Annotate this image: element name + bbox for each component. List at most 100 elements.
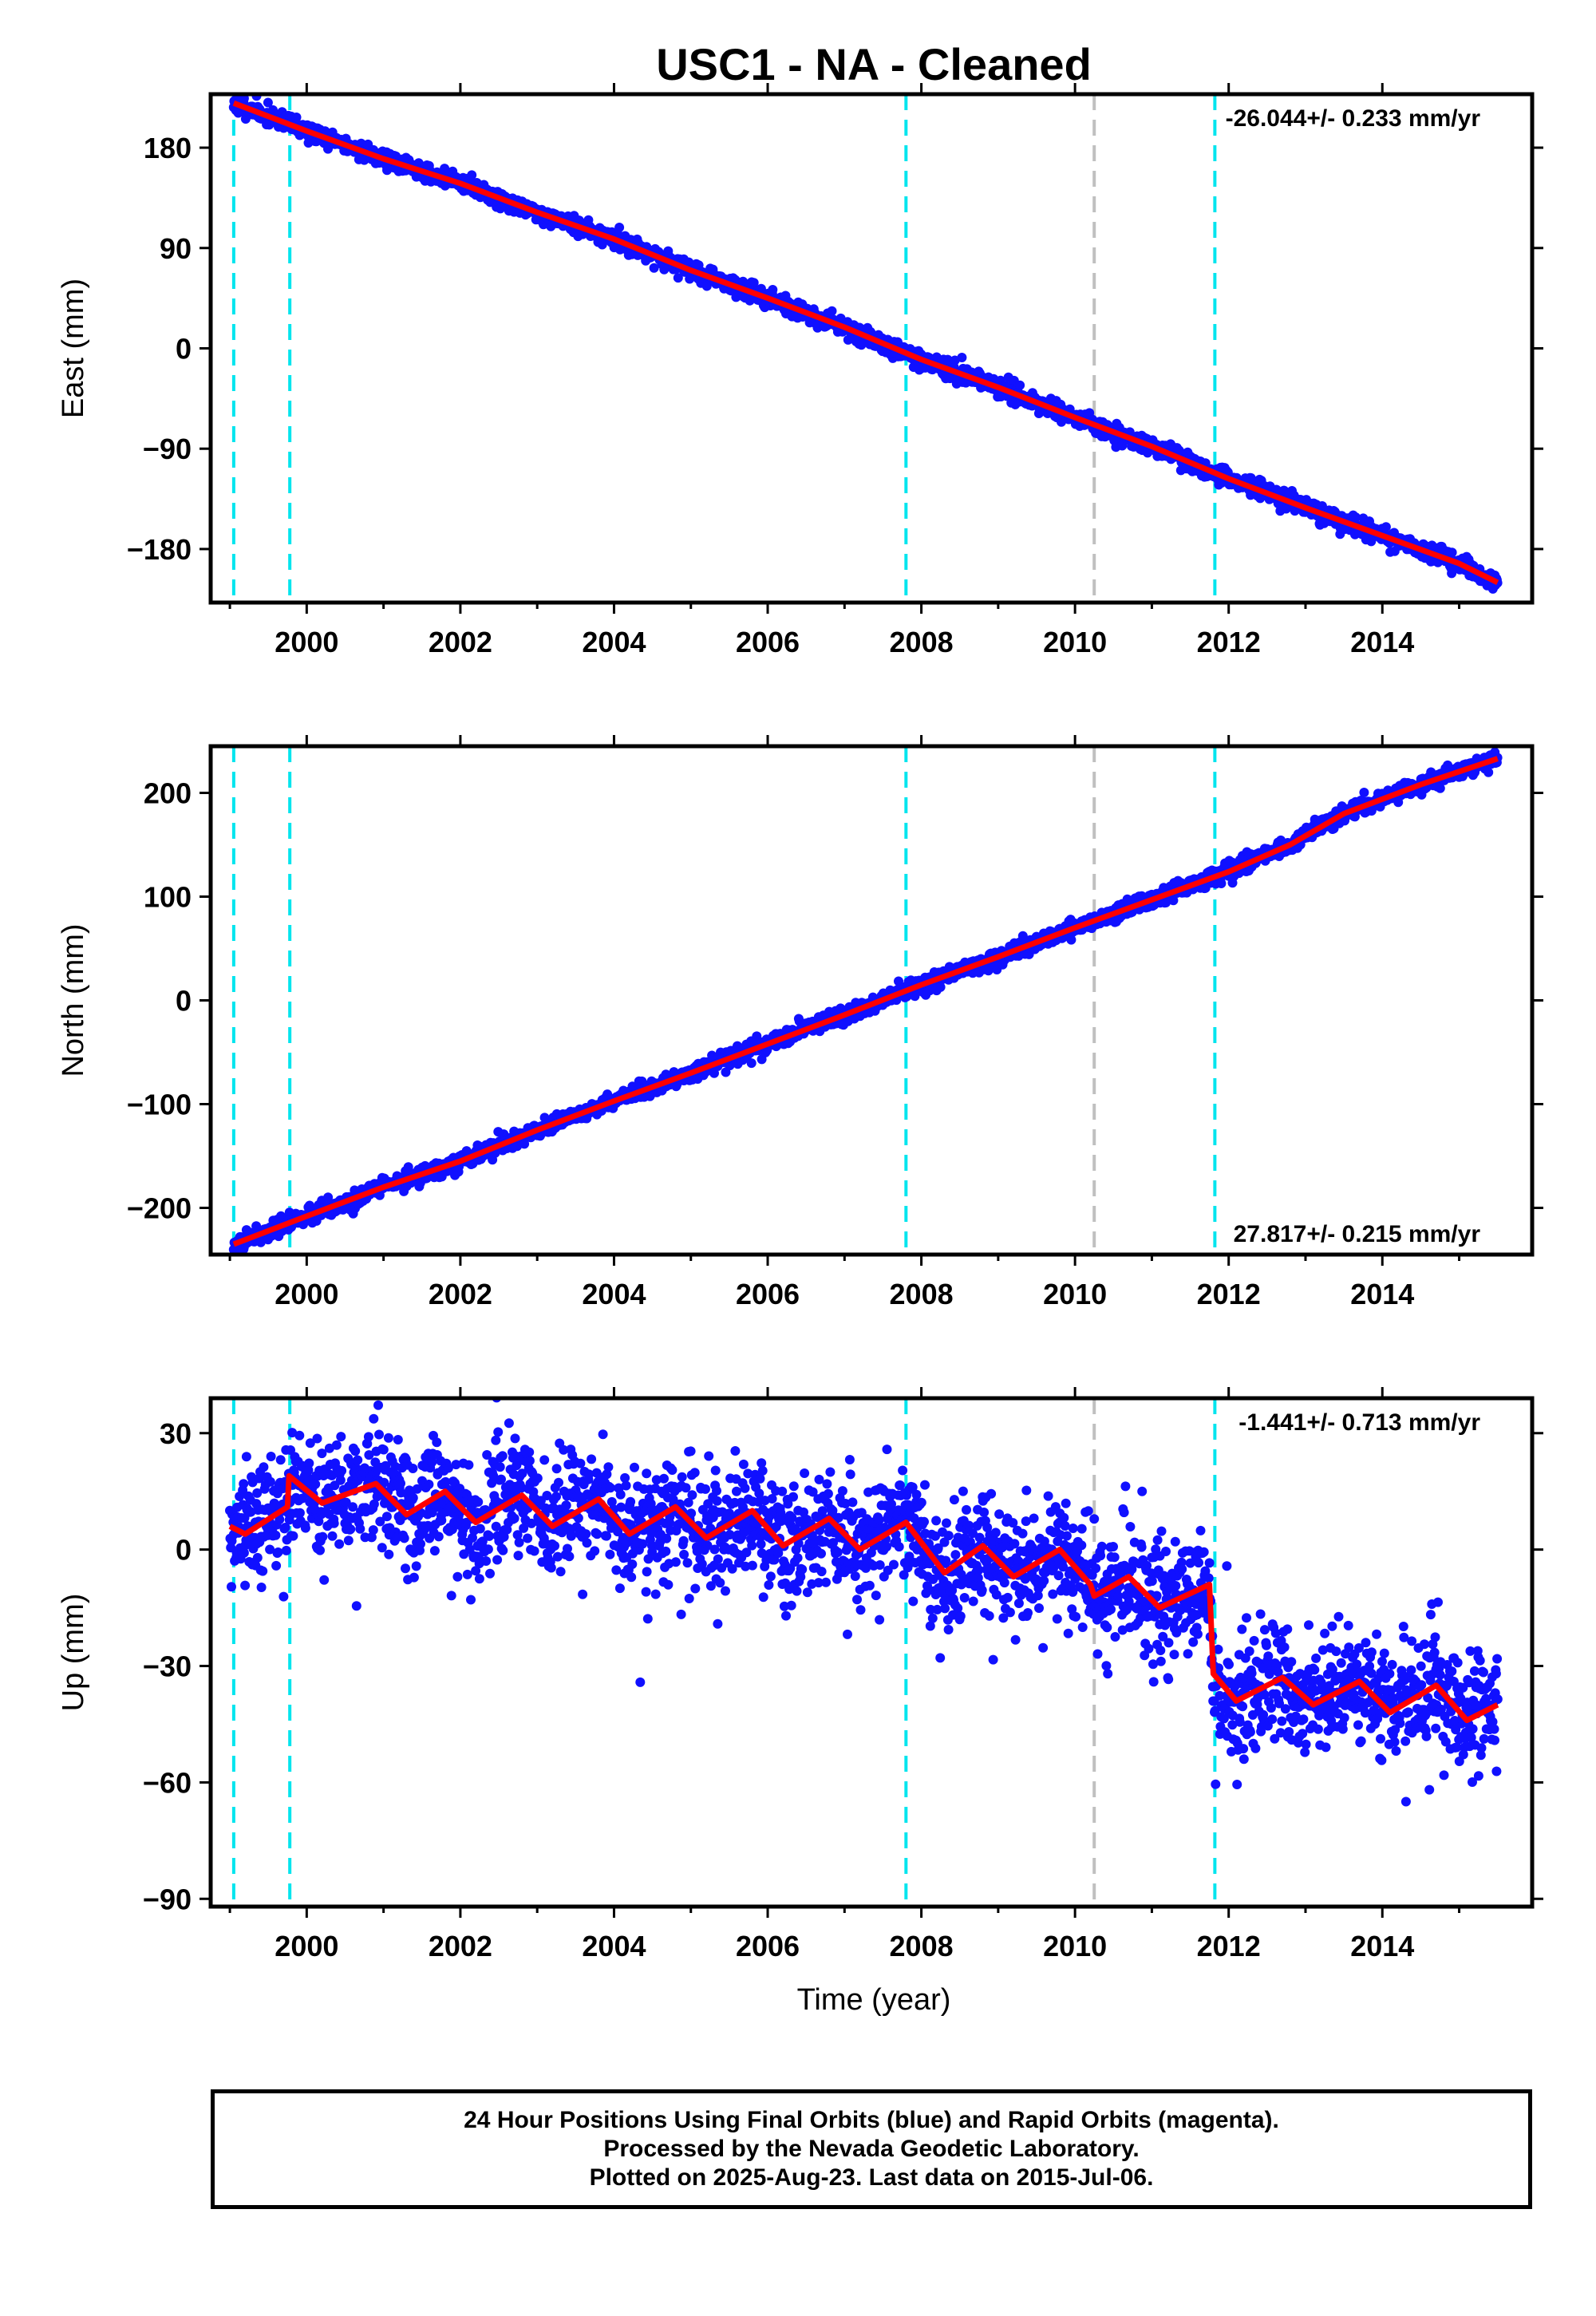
data-point [1435,783,1445,793]
data-point [326,1470,337,1480]
data-point [649,263,659,273]
data-point [343,1535,354,1546]
x-tick-label: 2008 [890,626,954,658]
y-tick-label: 100 [144,881,192,914]
x-tick-label: 2010 [1043,626,1107,658]
data-point [749,278,759,288]
data-point [331,1440,342,1450]
data-point [263,97,273,108]
model-fit-line [232,756,1499,1247]
data-point [752,1031,762,1041]
data-point [324,1443,334,1453]
data-point [519,1139,530,1149]
data-point [1168,895,1179,906]
data-point [281,1545,291,1555]
data-point [1216,879,1227,888]
x-tick-label: 2014 [1350,626,1414,658]
data-point [437,1516,447,1526]
chart-title: USC1 - NA - Cleaned [656,39,1092,89]
data-point [412,1484,422,1494]
data-point [350,1446,361,1456]
x-tick-label: 2008 [890,1278,954,1310]
y-tick-label: 0 [176,333,192,366]
data-point [271,1560,282,1571]
panel-north: 2000 2002 2004 2006 2008 2010 2012 20142001000−… [57,735,1543,1310]
data-point [894,976,903,986]
data-point [403,1162,413,1172]
y-tick-label: −100 [127,1089,192,1121]
data-point [256,1583,267,1592]
data-point [416,1539,425,1549]
data-point [1483,767,1494,777]
data-point [369,1499,379,1509]
data-point [393,1435,403,1445]
y-tick-label: 0 [176,985,192,1018]
x-tick-label: 2012 [1197,1278,1261,1310]
data-point [957,353,967,362]
event-markers [231,1398,1217,1907]
data-point [280,1523,290,1532]
data-point [451,1460,461,1470]
model-fit-line [232,100,1499,586]
data-point [252,1488,263,1498]
x-tick-label: 2004 [582,626,646,658]
data-point [1359,788,1369,797]
data-point [287,1428,298,1438]
data-point [337,1465,347,1476]
data-point [433,1531,444,1542]
data-point [373,1400,383,1410]
data-point [240,1580,251,1591]
data-point [935,982,946,992]
data-point [294,1430,305,1441]
data-point [401,1563,410,1574]
data-point [353,1455,363,1465]
data-point [374,1429,384,1440]
data-point [381,1512,392,1522]
y-axis-title: North (mm) [57,923,90,1077]
data-point [265,1476,275,1487]
data-point [1447,547,1457,558]
data-point [317,1448,327,1459]
panel-up: 2000 2002 2004 2006 2008 2010 2012 2014300−30−6… [57,1387,1543,1962]
data-point [336,1432,346,1442]
y-axis-title: East (mm) [57,279,90,418]
x-tick-label: 2002 [429,1278,492,1310]
data-point [294,1508,305,1518]
data-point [252,1552,263,1563]
data-point [227,1582,236,1592]
data-point [303,1465,314,1476]
data-point [423,1520,433,1531]
data-point [399,1533,409,1543]
data-point [241,1452,251,1462]
data-point [279,1591,289,1602]
x-tick-label: 2000 [275,1278,338,1310]
data-point [288,1531,298,1541]
data-point [375,1516,385,1527]
y-tick-label: −90 [143,433,192,465]
data-point [614,223,625,232]
data-point [265,1544,275,1555]
data-point [239,94,249,104]
data-point [440,1476,451,1487]
data-point [239,1547,249,1558]
data-point [366,1532,377,1543]
data-point [273,1547,283,1557]
x-tick-label: 2006 [736,1278,800,1310]
data-point [310,1479,321,1489]
data-point [327,1531,338,1541]
data-point [443,1463,453,1473]
data-point [467,170,477,180]
data-point [384,1549,394,1559]
data-point [408,1464,418,1473]
panel-east: 2000 2002 2004 2006 2008 2010 2012 2014180900−9… [57,83,1543,658]
data-point [258,1566,268,1576]
data-point [429,1546,440,1556]
data-point [383,1433,393,1443]
data-point [368,1525,378,1535]
data-point [377,1543,387,1553]
velocity-annotation: 27.817+/- 0.215 mm/yr [1234,1221,1481,1247]
data-point [251,1221,262,1231]
data-point [329,1518,339,1528]
data-point [427,1457,437,1468]
x-tick-label: 2000 [275,626,338,658]
